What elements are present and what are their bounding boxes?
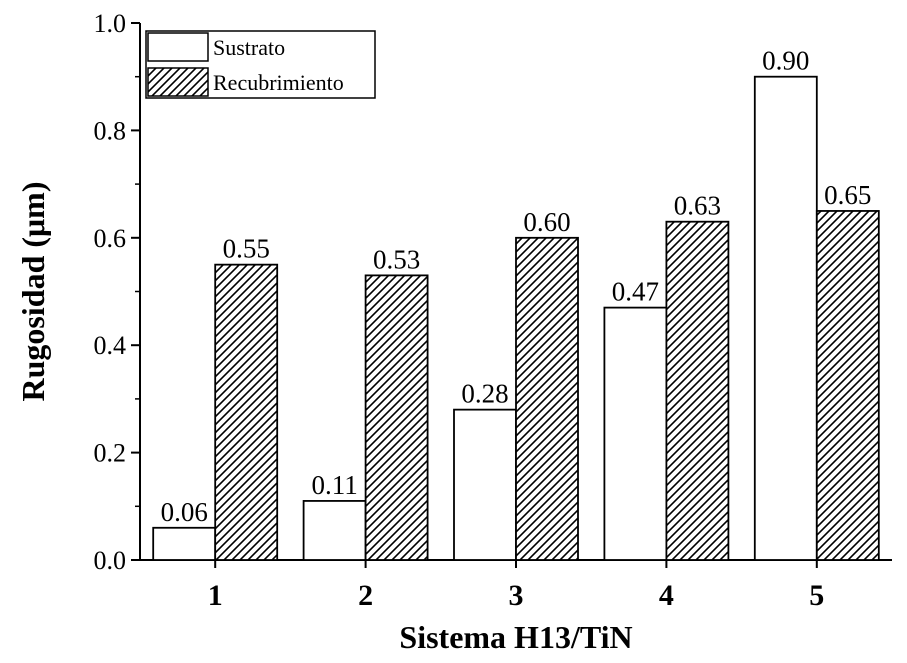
- data-label-sustrato: 0.47: [612, 277, 659, 307]
- y-tick-label: 1.0: [94, 9, 127, 38]
- data-label-recubrimiento: 0.63: [674, 191, 721, 221]
- bar-recubrimiento: [364, 274, 429, 561]
- bar-sustrato: [302, 500, 367, 561]
- bar-sustrato: [152, 526, 217, 561]
- data-label-recubrimiento: 0.60: [523, 207, 570, 237]
- bar-recubrimiento: [214, 263, 279, 561]
- y-tick-label: 0.0: [94, 546, 127, 575]
- legend-swatch-recubrimiento: [147, 67, 209, 97]
- legend-swatch-sustrato: [147, 32, 209, 62]
- bar-sustrato: [753, 75, 818, 561]
- bar-recubrimiento: [815, 210, 880, 561]
- data-label-sustrato: 0.11: [311, 470, 357, 500]
- y-axis-title: Rugosidad (μm): [15, 182, 51, 402]
- data-label-recubrimiento: 0.65: [824, 180, 871, 210]
- x-tick-label: 5: [809, 579, 824, 612]
- data-label-sustrato: 0.06: [161, 497, 208, 527]
- x-tick-label: 3: [509, 579, 524, 612]
- y-tick-label: 0.6: [94, 224, 127, 253]
- x-tick-label: 1: [208, 579, 223, 612]
- legend: Sustrato Recubrimiento: [145, 30, 376, 99]
- bar-recubrimiento: [515, 236, 579, 561]
- legend-label-sustrato: Sustrato: [213, 35, 285, 60]
- x-tick-label: 4: [659, 579, 674, 612]
- data-label-recubrimiento: 0.53: [373, 244, 420, 274]
- y-tick-label: 0.4: [94, 331, 127, 360]
- x-axis-title: Sistema H13/TiN: [399, 619, 632, 655]
- data-label-recubrimiento: 0.55: [223, 234, 270, 264]
- data-label-sustrato: 0.28: [461, 379, 508, 409]
- legend-label-recubrimiento: Recubrimiento: [213, 70, 344, 95]
- bar-sustrato: [453, 408, 517, 561]
- bar-recubrimiento: [665, 220, 730, 561]
- y-tick-label: 0.2: [94, 439, 127, 468]
- y-tick-label: 0.8: [94, 116, 127, 145]
- data-label-sustrato: 0.90: [762, 46, 809, 76]
- bar-sustrato: [603, 306, 668, 561]
- x-tick-label: 2: [358, 579, 373, 612]
